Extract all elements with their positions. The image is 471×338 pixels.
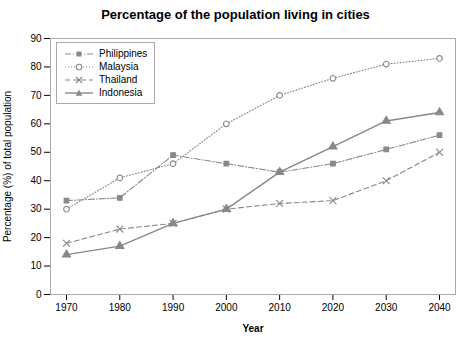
svg-text:Year: Year [242, 323, 263, 334]
svg-text:2010: 2010 [269, 302, 292, 313]
svg-text:80: 80 [30, 61, 42, 72]
svg-text:0: 0 [36, 289, 42, 300]
svg-text:40: 40 [30, 175, 42, 186]
html-text:Malaysia: Malaysia [99, 61, 139, 72]
html-text:Thailand: Thailand [99, 74, 138, 85]
svg-text:1980: 1980 [109, 302, 132, 313]
svg-text:Percentage (%) of total popula: Percentage (%) of total population [2, 91, 13, 242]
svg-text:2000: 2000 [215, 302, 238, 313]
svg-text:50: 50 [30, 146, 42, 157]
html-text:Philippines: Philippines [99, 48, 148, 59]
svg-text:90: 90 [30, 33, 42, 44]
svg-text:30: 30 [30, 203, 42, 214]
html-text:Indonesia: Indonesia [99, 87, 143, 98]
html-text:Percentage of the population l: Percentage of the population living in c… [101, 7, 370, 22]
svg-text:2030: 2030 [375, 302, 398, 313]
svg-text:1990: 1990 [162, 302, 185, 313]
svg-text:60: 60 [30, 118, 42, 129]
svg-text:70: 70 [30, 90, 42, 101]
svg-text:1970: 1970 [55, 302, 78, 313]
svg-text:10: 10 [30, 260, 42, 271]
svg-text:2040: 2040 [428, 302, 451, 313]
svg-text:2020: 2020 [322, 302, 345, 313]
svg-text:20: 20 [30, 232, 42, 243]
